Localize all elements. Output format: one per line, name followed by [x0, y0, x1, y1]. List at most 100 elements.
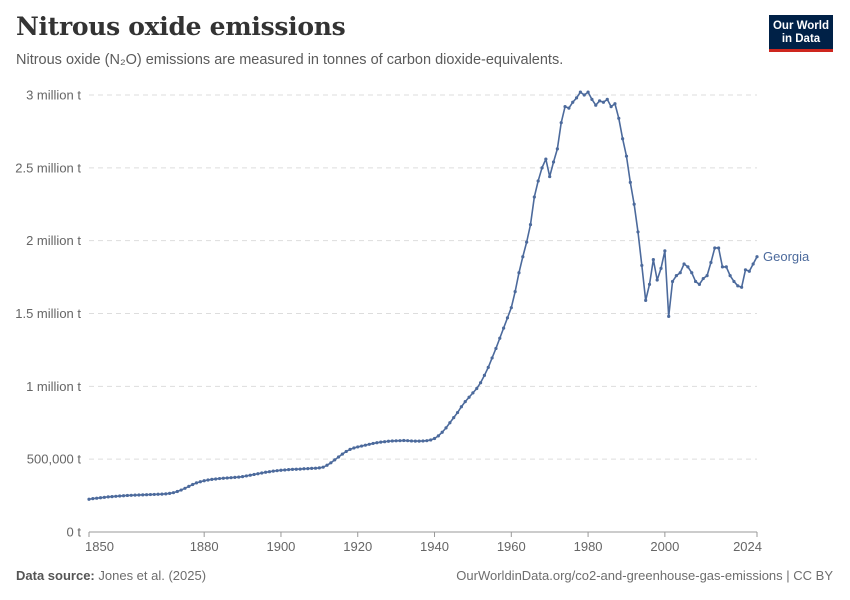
logo-line-1: Our World — [772, 20, 829, 32]
data-point — [287, 468, 291, 472]
data-point — [701, 276, 705, 281]
data-point — [386, 439, 391, 443]
data-point — [720, 265, 725, 269]
x-tick-label-0: 1850 — [85, 539, 114, 554]
data-point — [609, 105, 613, 109]
data-point — [586, 90, 590, 94]
data-point — [563, 105, 567, 109]
data-point — [125, 493, 129, 498]
x-tick-label-4: 1940 — [420, 539, 449, 554]
data-point — [348, 447, 352, 452]
data-point — [486, 365, 490, 369]
data-point — [751, 262, 755, 266]
data-point — [659, 266, 663, 270]
data-point — [356, 445, 360, 449]
data-point — [574, 96, 579, 100]
data-point — [594, 103, 598, 107]
data-point — [95, 496, 99, 500]
y-tick-label-2: 1 million t — [26, 379, 81, 394]
data-point — [598, 99, 602, 103]
data-point — [590, 97, 594, 101]
data-point — [528, 223, 533, 227]
data-point — [267, 470, 272, 474]
data-point — [421, 439, 425, 443]
data-point — [682, 262, 686, 266]
data-point — [505, 316, 510, 320]
data-point — [137, 493, 141, 497]
data-point — [640, 263, 644, 268]
data-point — [390, 439, 394, 443]
data-point — [578, 90, 583, 94]
data-point — [367, 442, 371, 446]
data-point — [256, 472, 260, 476]
data-point — [394, 439, 398, 443]
data-point — [494, 346, 498, 351]
data-point — [413, 439, 417, 443]
data-point — [244, 474, 248, 478]
data-point — [344, 449, 348, 454]
data-point — [605, 97, 609, 101]
data-point — [336, 455, 341, 459]
data-point — [302, 467, 306, 471]
data-point — [674, 274, 678, 278]
y-tick-label-5: 2.5 million t — [15, 160, 81, 175]
data-point — [118, 494, 122, 498]
data-point — [478, 381, 483, 385]
data-point — [317, 466, 321, 470]
data-point — [383, 440, 387, 444]
data-source-link[interactable]: Jones et al. (2025) — [98, 568, 207, 583]
data-point — [260, 471, 264, 475]
data-point — [717, 246, 721, 250]
data-point — [363, 443, 368, 447]
data-point — [536, 179, 540, 183]
data-point — [121, 494, 126, 498]
data-point — [548, 174, 552, 179]
data-point — [621, 137, 625, 141]
data-point — [647, 282, 652, 286]
data-point — [525, 240, 529, 244]
y-axis-tick-labels: 0 t 500,000 t 1 million t 1.5 million t 2 mi… — [15, 88, 81, 540]
data-point — [264, 470, 268, 474]
data-point — [240, 475, 245, 479]
owid-logo[interactable]: Our World in Data — [769, 15, 833, 52]
data-point — [705, 274, 709, 278]
y-tick-label-1: 500,000 t — [27, 452, 82, 467]
data-point — [498, 336, 502, 340]
footer-url[interactable]: OurWorldinData.org/co2-and-greenhouse-ga… — [456, 568, 833, 583]
data-point — [532, 195, 536, 199]
data-point — [133, 493, 137, 497]
data-point — [755, 255, 759, 259]
x-axis-tick-labels: 1850 1880 1900 1920 1940 1960 1980 2000 2024 — [85, 532, 762, 554]
data-point — [747, 269, 751, 273]
data-point — [248, 473, 252, 477]
x-tick-label-1: 1880 — [190, 539, 219, 554]
data-point — [91, 497, 95, 501]
data-point — [210, 477, 214, 482]
data-point — [732, 279, 736, 284]
data-point — [601, 100, 606, 104]
data-point — [417, 439, 421, 443]
data-point — [333, 458, 337, 462]
data-source-label: Data source: — [16, 568, 95, 583]
data-point — [87, 497, 91, 501]
chart-title: Nitrous oxide emissions — [16, 12, 346, 41]
data-point — [624, 154, 629, 158]
y-tick-label-3: 1.5 million t — [15, 306, 81, 321]
x-tick-label-2: 1900 — [266, 539, 295, 554]
data-point — [106, 495, 110, 499]
x-tick-label-8: 2024 — [733, 539, 762, 554]
data-point — [402, 438, 406, 443]
y-tick-label-4: 2 million t — [26, 233, 81, 248]
data-point — [632, 202, 636, 206]
data-point — [475, 386, 479, 391]
data-point — [540, 166, 544, 170]
data-point — [521, 255, 525, 259]
data-point — [313, 466, 318, 470]
data-point — [743, 268, 748, 272]
data-point — [517, 271, 521, 275]
data-point — [693, 279, 698, 284]
data-point — [164, 492, 168, 496]
data-point — [724, 265, 728, 269]
data-point — [229, 476, 233, 480]
